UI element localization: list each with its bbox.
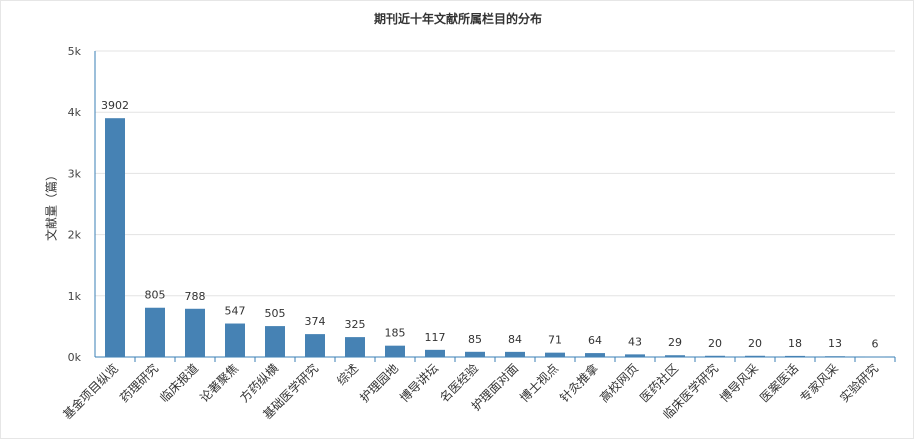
data-label: 43 bbox=[628, 335, 642, 348]
data-label: 84 bbox=[508, 333, 522, 346]
data-label: 185 bbox=[385, 327, 406, 340]
data-label: 64 bbox=[588, 334, 602, 347]
data-label: 547 bbox=[225, 305, 246, 318]
bar[interactable] bbox=[425, 349, 445, 357]
x-tick-label: 博导风采 bbox=[717, 361, 762, 406]
x-tick-label: 针灸推拿 bbox=[557, 361, 602, 406]
data-label: 13 bbox=[828, 337, 842, 350]
x-tick-label: 博士视点 bbox=[517, 361, 562, 406]
x-tick-label: 医案医话 bbox=[757, 361, 802, 406]
y-tick-label: 2k bbox=[68, 229, 82, 242]
bar[interactable] bbox=[545, 352, 565, 357]
y-tick-label: 1k bbox=[68, 290, 82, 303]
data-label: 117 bbox=[425, 331, 446, 344]
bar[interactable] bbox=[265, 326, 285, 357]
bar[interactable] bbox=[465, 351, 485, 357]
bar[interactable] bbox=[305, 334, 325, 357]
bar[interactable] bbox=[625, 354, 645, 357]
x-tick-label: 博导讲坛 bbox=[397, 361, 442, 406]
data-label: 325 bbox=[345, 318, 366, 331]
bar[interactable] bbox=[105, 118, 125, 357]
bar[interactable] bbox=[225, 323, 245, 357]
data-label: 788 bbox=[185, 290, 206, 303]
bar[interactable] bbox=[385, 345, 405, 357]
data-label: 71 bbox=[548, 334, 562, 347]
x-tick-label: 护理园地 bbox=[357, 361, 401, 405]
data-label: 20 bbox=[708, 337, 722, 350]
data-label: 18 bbox=[788, 337, 802, 350]
bar[interactable] bbox=[865, 356, 885, 358]
bar[interactable] bbox=[825, 356, 845, 357]
data-label: 6 bbox=[872, 338, 879, 351]
data-label: 3902 bbox=[101, 99, 129, 112]
bar[interactable] bbox=[585, 353, 605, 357]
chart-title: 期刊近十年文献所属栏目的分布 bbox=[373, 12, 542, 26]
x-tick-label: 基金项目纵览 bbox=[60, 361, 122, 423]
x-tick-label: 论著聚焦 bbox=[197, 361, 241, 405]
x-tick-label: 实验研究 bbox=[837, 361, 882, 406]
y-tick-label: 0k bbox=[68, 351, 82, 364]
data-label: 85 bbox=[468, 333, 482, 346]
bar[interactable] bbox=[185, 308, 205, 357]
y-tick-label: 4k bbox=[68, 106, 82, 119]
data-label: 505 bbox=[265, 307, 286, 320]
y-tick-label: 5k bbox=[68, 45, 82, 58]
data-label: 29 bbox=[668, 336, 682, 349]
x-tick-label: 临床报道 bbox=[157, 361, 202, 406]
bar[interactable] bbox=[745, 355, 765, 357]
data-label: 374 bbox=[305, 315, 326, 328]
data-label: 805 bbox=[145, 289, 166, 302]
x-tick-label: 药理研究 bbox=[117, 361, 162, 406]
x-tick-label: 专家风采 bbox=[797, 361, 842, 406]
bar[interactable] bbox=[785, 355, 805, 357]
data-label: 20 bbox=[748, 337, 762, 350]
y-tick-label: 3k bbox=[68, 167, 82, 180]
bar[interactable] bbox=[145, 307, 165, 357]
bar[interactable] bbox=[345, 337, 365, 357]
bar[interactable] bbox=[505, 351, 525, 357]
bar[interactable] bbox=[705, 355, 725, 357]
x-tick-label: 综述 bbox=[334, 361, 361, 388]
bar[interactable] bbox=[665, 355, 685, 357]
x-tick-label: 高校网页 bbox=[597, 361, 642, 406]
